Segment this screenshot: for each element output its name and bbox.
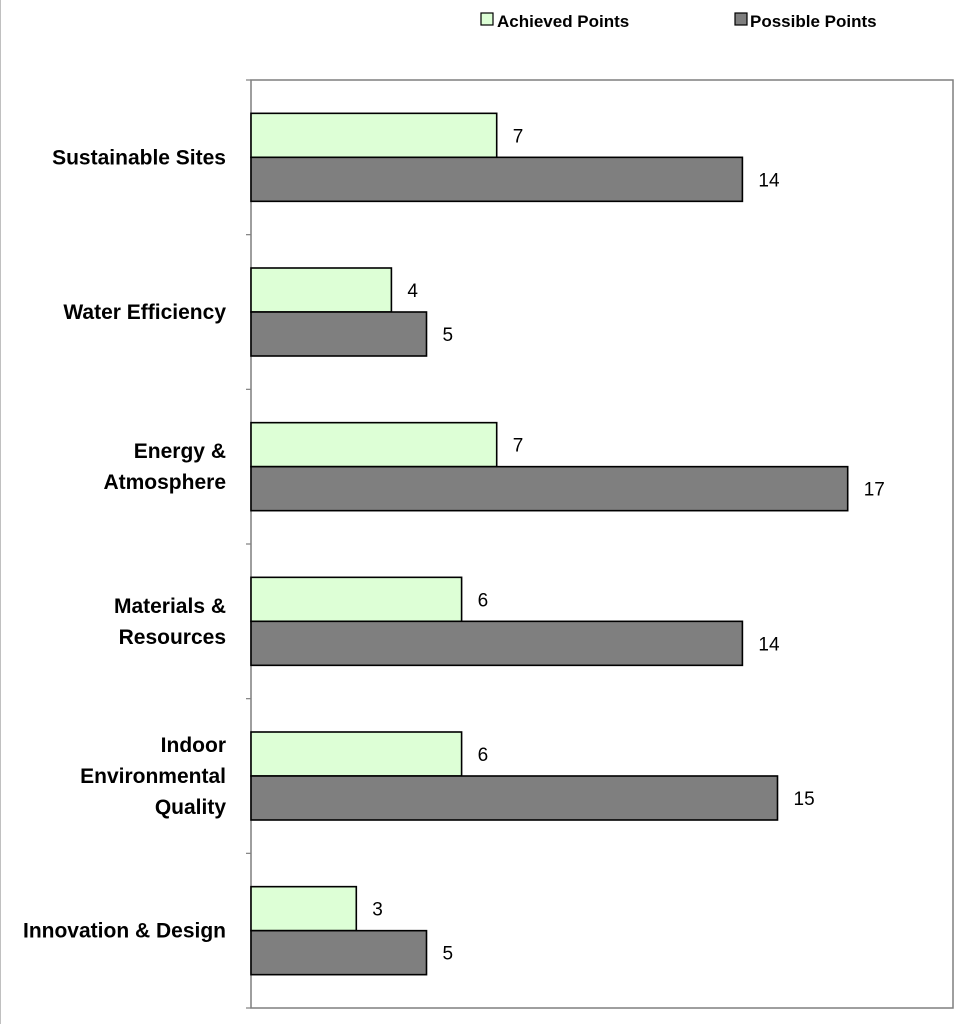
data-label: 14: [758, 170, 780, 191]
bar-possible: [250, 311, 428, 357]
legend-label-possible: Possible Points: [750, 12, 877, 31]
data-label: 17: [864, 480, 885, 501]
bar-achieved: [250, 267, 393, 313]
data-label: 7: [513, 436, 524, 457]
category-label: Quality: [155, 796, 227, 819]
legend-swatch-possible: [734, 12, 748, 26]
category-label: Environmental: [80, 765, 226, 788]
data-label: 4: [407, 281, 418, 302]
category-label: Energy &: [134, 440, 226, 463]
bar-achieved: [250, 421, 498, 468]
plot-area: [250, 79, 954, 1009]
bar-possible: [250, 156, 744, 203]
bar-possible: [250, 620, 744, 667]
bar-possible: [250, 465, 849, 512]
bar-achieved: [250, 112, 498, 159]
category-label: Sustainable Sites: [52, 146, 226, 169]
category-label: Water Efficiency: [63, 301, 226, 324]
data-label: 3: [372, 900, 383, 921]
data-label: 6: [478, 745, 489, 766]
category-labels: Sustainable Sites Water Efficiency Energy …: [23, 146, 226, 942]
data-labels: 7 14 4 5 7 17 6 14 6 15 3 5: [372, 126, 885, 964]
bar-achieved: [250, 731, 463, 777]
category-label: Innovation & Design: [23, 920, 226, 943]
data-label: 5: [443, 944, 454, 965]
bar-achieved: [250, 885, 358, 932]
data-label: 6: [478, 590, 489, 611]
data-label: 5: [443, 325, 454, 346]
legend: Achieved Points Possible Points: [480, 12, 877, 31]
bar-possible: [250, 929, 428, 976]
category-label: Atmosphere: [103, 471, 226, 494]
category-label: Indoor: [161, 734, 226, 757]
legend-label-achieved: Achieved Points: [497, 12, 629, 31]
legend-swatch-achieved: [480, 12, 494, 26]
bar-achieved: [250, 576, 463, 623]
category-label: Materials &: [114, 595, 226, 618]
bar-possible: [250, 775, 779, 821]
category-label: Resources: [119, 626, 226, 649]
data-label: 7: [513, 126, 524, 147]
bars: [250, 112, 849, 976]
data-label: 15: [794, 789, 815, 810]
category-ticks: [246, 79, 251, 1009]
data-label: 14: [758, 634, 780, 655]
